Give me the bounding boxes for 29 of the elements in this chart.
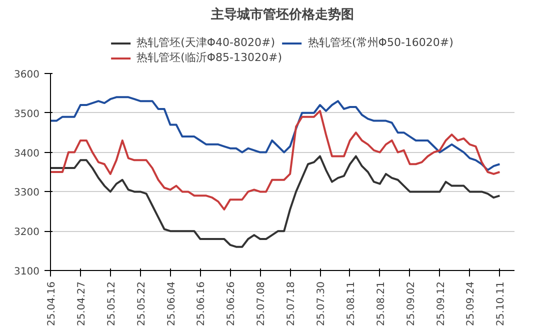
y-tick-label: 3100 bbox=[14, 266, 40, 278]
x-tick-label: 25.06.16 bbox=[196, 282, 208, 326]
y-tick-label: 3600 bbox=[14, 70, 40, 80]
y-tick-label: 3400 bbox=[14, 148, 40, 160]
legend-label: 热轧管坯(临沂Φ85-13020#) bbox=[136, 50, 282, 65]
line-series bbox=[50, 96, 501, 172]
x-tick-label: 25.04.27 bbox=[76, 282, 88, 326]
y-tick-label: 3300 bbox=[14, 188, 40, 199]
chart-title: 主导城市管坯价格走势图 bbox=[210, 6, 354, 22]
y-tick-label: 3200 bbox=[14, 227, 40, 238]
x-tick-label: 25.05.22 bbox=[136, 282, 148, 326]
x-tick-label: 25.10.11 bbox=[496, 282, 507, 326]
x-tick-label: 25.06.04 bbox=[166, 282, 178, 326]
x-tick-label: 25.07.18 bbox=[286, 282, 298, 326]
x-tick-label: 25.09.02 bbox=[406, 282, 417, 326]
x-tick-label: 25.05.12 bbox=[106, 282, 118, 326]
x-tick-label: 25.06.26 bbox=[226, 282, 238, 326]
x-tick-label: 25.08.21 bbox=[376, 282, 387, 326]
x-tick-label: 25.04.16 bbox=[46, 282, 58, 326]
y-tick-label: 3500 bbox=[14, 108, 40, 120]
x-tick-label: 25.07.30 bbox=[316, 282, 328, 326]
x-tick-label: 25.07.08 bbox=[256, 282, 268, 326]
x-tick-label: 25.09.24 bbox=[466, 282, 477, 326]
legend-label: 热轧管坯(常州Φ50-16020#) bbox=[308, 35, 454, 50]
line-series bbox=[50, 155, 501, 248]
line-series bbox=[50, 110, 501, 210]
x-tick-label: 25.08.11 bbox=[346, 282, 357, 326]
legend-label: 热轧管坯(天津Φ40-8020#) bbox=[136, 35, 275, 50]
x-tick-label: 25.09.12 bbox=[436, 282, 447, 326]
